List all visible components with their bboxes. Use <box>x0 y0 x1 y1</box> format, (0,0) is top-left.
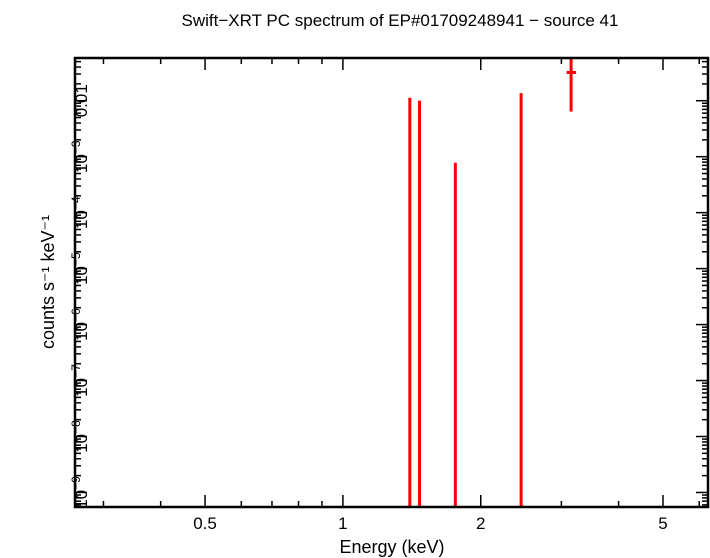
y-tick-label: 10−7 <box>69 364 91 397</box>
y-tick-label: 10−6 <box>69 308 91 341</box>
y-tick-label: 10−5 <box>69 252 91 285</box>
x-tick-label: 5 <box>658 514 667 533</box>
x-axis-label: Energy (keV) <box>339 537 444 557</box>
y-tick-label: 10−3 <box>69 140 91 173</box>
y-tick-label: 0.01 <box>72 84 91 117</box>
x-tick-label: 2 <box>476 514 485 533</box>
chart-title: Swift−XRT PC spectrum of EP#01709248941 … <box>182 11 619 30</box>
y-tick-label: 10−8 <box>69 420 91 453</box>
y-axis-label: counts s⁻¹ keV⁻¹ <box>38 215 58 349</box>
x-tick-label: 0.5 <box>193 514 217 533</box>
y-tick-label: 10−4 <box>69 196 91 229</box>
x-tick-label: 1 <box>338 514 347 533</box>
plot-frame <box>73 56 710 509</box>
y-tick-label: 10−9 <box>69 476 91 509</box>
